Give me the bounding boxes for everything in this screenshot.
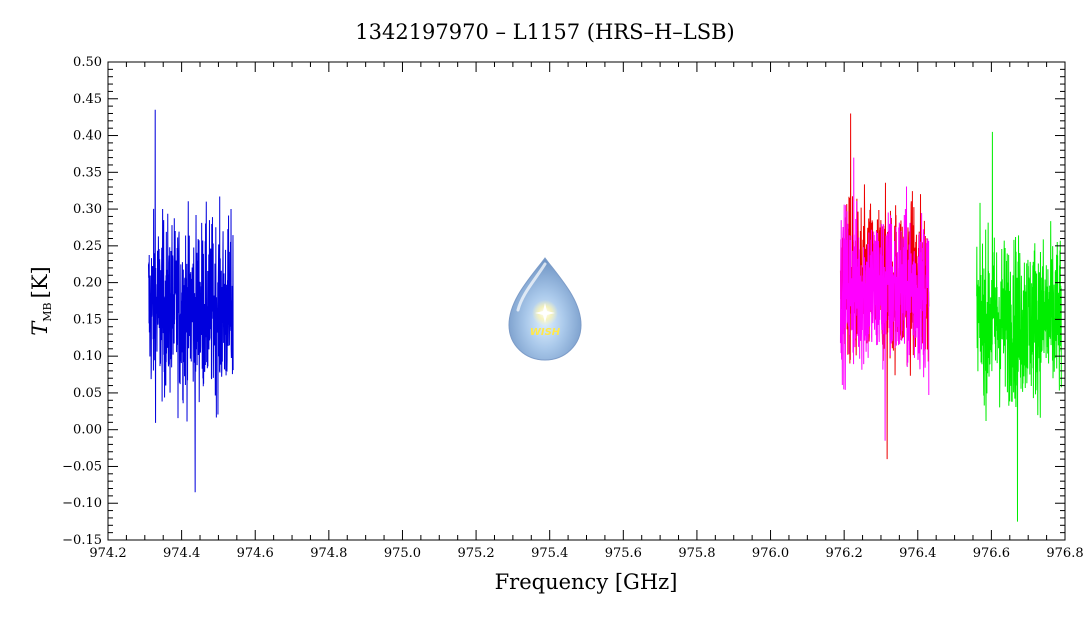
y-tick-label: 0.30	[73, 202, 102, 217]
y-tick-label: 0.15	[73, 312, 102, 327]
x-tick-label: 976.6	[973, 546, 1010, 561]
y-tick-label: 0.00	[73, 423, 102, 438]
x-tick-label: 974.4	[163, 546, 200, 561]
y-tick-label: 0.25	[73, 239, 102, 254]
y-axis-label-unit: [K]	[28, 266, 52, 298]
x-tick-label: 976.8	[1046, 546, 1083, 561]
y-tick-label: 0.50	[73, 55, 102, 70]
chart-title: 1342197970 – L1157 (HRS–H–LSB)	[355, 20, 735, 44]
y-axis-label-main: T	[28, 320, 52, 336]
x-tick-label: 974.8	[310, 546, 347, 561]
x-tick-label: 975.0	[384, 546, 421, 561]
x-tick-label: 975.4	[531, 546, 568, 561]
star-icon	[535, 303, 555, 323]
y-tick-label: −0.10	[62, 496, 102, 511]
spectrum-series-3	[976, 131, 1062, 522]
x-tick-label: 976.0	[752, 546, 789, 561]
y-tick-label: 0.10	[73, 349, 102, 364]
y-tick-label: 0.05	[73, 386, 102, 401]
y-tick-label: 0.40	[73, 129, 102, 144]
wish-logo: WISH	[508, 257, 582, 361]
spectrum-series-0	[147, 109, 234, 493]
y-axis-label-sub: MB	[41, 302, 54, 321]
x-tick-label: 975.6	[605, 546, 642, 561]
x-tick-label: 974.2	[89, 546, 126, 561]
x-tick-label: 975.2	[457, 546, 494, 561]
y-axis-label: TMB [K]	[28, 266, 54, 335]
x-tick-label: 976.4	[899, 546, 936, 561]
x-tick-label: 976.2	[826, 546, 863, 561]
y-tick-label: 0.35	[73, 165, 102, 180]
y-tick-label: 0.20	[73, 276, 102, 291]
x-tick-label: 975.8	[678, 546, 715, 561]
plot-area	[147, 109, 1062, 522]
y-tick-label: −0.15	[62, 533, 102, 548]
x-axis-label: Frequency [GHz]	[495, 570, 678, 594]
axis-ticks: 974.2 974.4 974.6 974.8 975.0 975.2 975.4 975.6…	[62, 55, 1083, 561]
spectrum-series-2	[839, 157, 930, 441]
logo-text: WISH	[530, 327, 561, 338]
y-tick-label: 0.45	[73, 92, 102, 107]
y-tick-label: −0.05	[62, 459, 102, 474]
x-tick-label: 974.6	[237, 546, 274, 561]
